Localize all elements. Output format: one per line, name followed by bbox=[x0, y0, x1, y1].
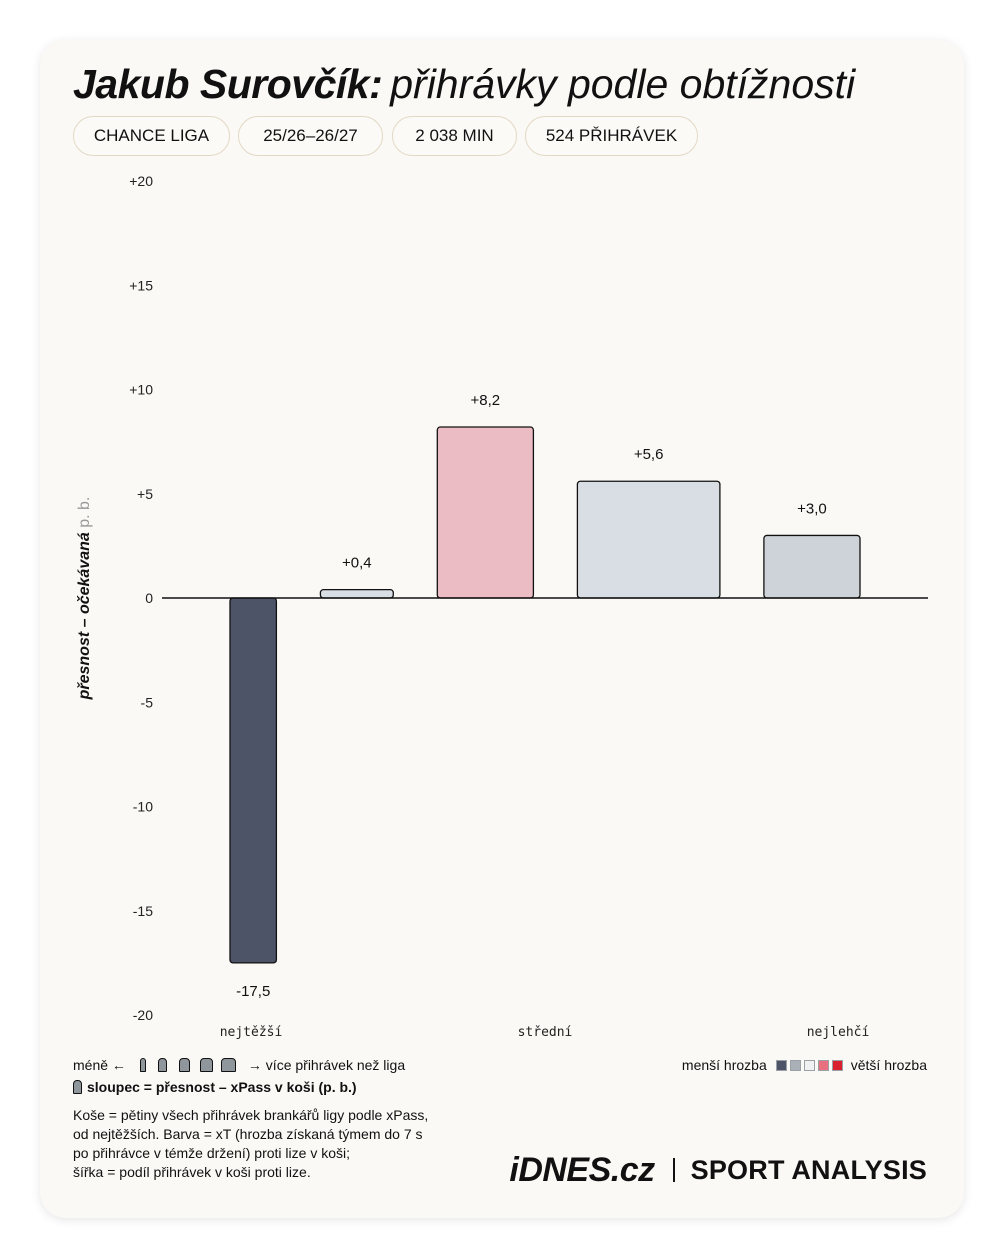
y-tick-label: +5 bbox=[137, 486, 153, 502]
legend-threat-low: menší hrozba bbox=[681, 1057, 767, 1073]
y-tick-label: -15 bbox=[133, 903, 153, 919]
y-tick-label: -10 bbox=[133, 799, 153, 815]
legend-count-prefix: méně ← bbox=[73, 1057, 126, 1073]
threat-swatch bbox=[789, 1059, 801, 1071]
threat-swatch bbox=[817, 1059, 829, 1071]
y-axis-title-main: přesnost – očekávaná bbox=[76, 528, 93, 701]
threat-swatch bbox=[775, 1059, 787, 1071]
chart-card bbox=[40, 40, 964, 1218]
bar-value-label: +5,6 bbox=[634, 446, 664, 463]
y-tick-label: +15 bbox=[129, 277, 153, 293]
y-tick-label: +10 bbox=[129, 382, 153, 398]
y-tick-label: -5 bbox=[141, 694, 154, 710]
chart-title: Jakub Surovčík: přihrávky podle obtížnost… bbox=[73, 56, 953, 112]
bar bbox=[436, 426, 535, 599]
bar-value-label: +8,2 bbox=[471, 392, 501, 409]
bar-value-label: -17,5 bbox=[236, 983, 270, 1000]
legend-threat-high: větší hrozba bbox=[850, 1057, 927, 1073]
x-axis-label: nejtěžší bbox=[220, 1025, 283, 1040]
bar-value-label: +3,0 bbox=[797, 500, 827, 517]
basket-width-icon bbox=[139, 1058, 146, 1072]
x-axis-label: střední bbox=[518, 1025, 573, 1040]
threat-legend: menší hrozba větší hrozba bbox=[682, 1054, 927, 1076]
bar bbox=[229, 597, 278, 964]
y-axis-title-unit: p. b. bbox=[76, 497, 93, 528]
basket-width-icon bbox=[157, 1058, 167, 1072]
pill-seasons: 25/26–26/27 bbox=[238, 116, 383, 156]
title-subtitle: přihrávky podle obtížnosti bbox=[390, 61, 856, 107]
y-tick-label: 0 bbox=[145, 590, 153, 606]
y-tick-label: -20 bbox=[133, 1007, 153, 1023]
bar bbox=[319, 589, 394, 599]
legend-count-suffix: → více přihrávek než liga bbox=[247, 1057, 406, 1073]
basket-width-icon bbox=[220, 1058, 236, 1072]
note-line: Koše = pětiny všech přihrávek brankářů l… bbox=[73, 1107, 429, 1123]
y-tick-label: +20 bbox=[129, 173, 153, 189]
title-player-name: Jakub Surovčík: bbox=[73, 61, 383, 107]
threat-swatch bbox=[803, 1059, 815, 1071]
idnes-logo: iDNES.cz bbox=[509, 1150, 655, 1189]
column-legend-icon bbox=[73, 1080, 82, 1094]
y-axis-title: přesnost – očekávaná p. b. bbox=[76, 497, 93, 701]
pill-minutes: 2 038 MIN bbox=[392, 116, 517, 156]
methodology-note: Koše = pětiny všech přihrávek brankářů l… bbox=[73, 1106, 493, 1182]
count-legend: méně ← → více přihrávek než liga sloupec… bbox=[73, 1054, 405, 1098]
brand-footer: iDNES.cz SPORT ANALYSIS bbox=[509, 1148, 927, 1192]
basket-width-icon bbox=[199, 1058, 213, 1072]
bar bbox=[763, 534, 861, 599]
brand-divider bbox=[672, 1158, 675, 1182]
threat-swatch bbox=[831, 1059, 843, 1071]
legend-column-text: sloupec = přesnost – xPass v koši (p. b.… bbox=[87, 1079, 357, 1095]
basket-width-legend bbox=[139, 1058, 240, 1072]
bar bbox=[576, 480, 721, 599]
bar-value-label: +0,4 bbox=[342, 555, 372, 572]
pill-passes: 524 PŘIHRÁVEK bbox=[525, 116, 698, 156]
pill-league: CHANCE LIGA bbox=[73, 116, 230, 156]
brand-tagline: SPORT ANALYSIS bbox=[690, 1154, 927, 1185]
note-line: po přihrávce v témže držení) proti lize … bbox=[73, 1145, 350, 1161]
note-line: šířka = podíl přihrávek v koši proti liz… bbox=[73, 1164, 311, 1180]
basket-width-icon bbox=[178, 1058, 190, 1072]
note-line: od nejtěžších. Barva = xT (hrozba získan… bbox=[73, 1126, 423, 1142]
x-axis-label: nejlehčí bbox=[807, 1025, 870, 1040]
